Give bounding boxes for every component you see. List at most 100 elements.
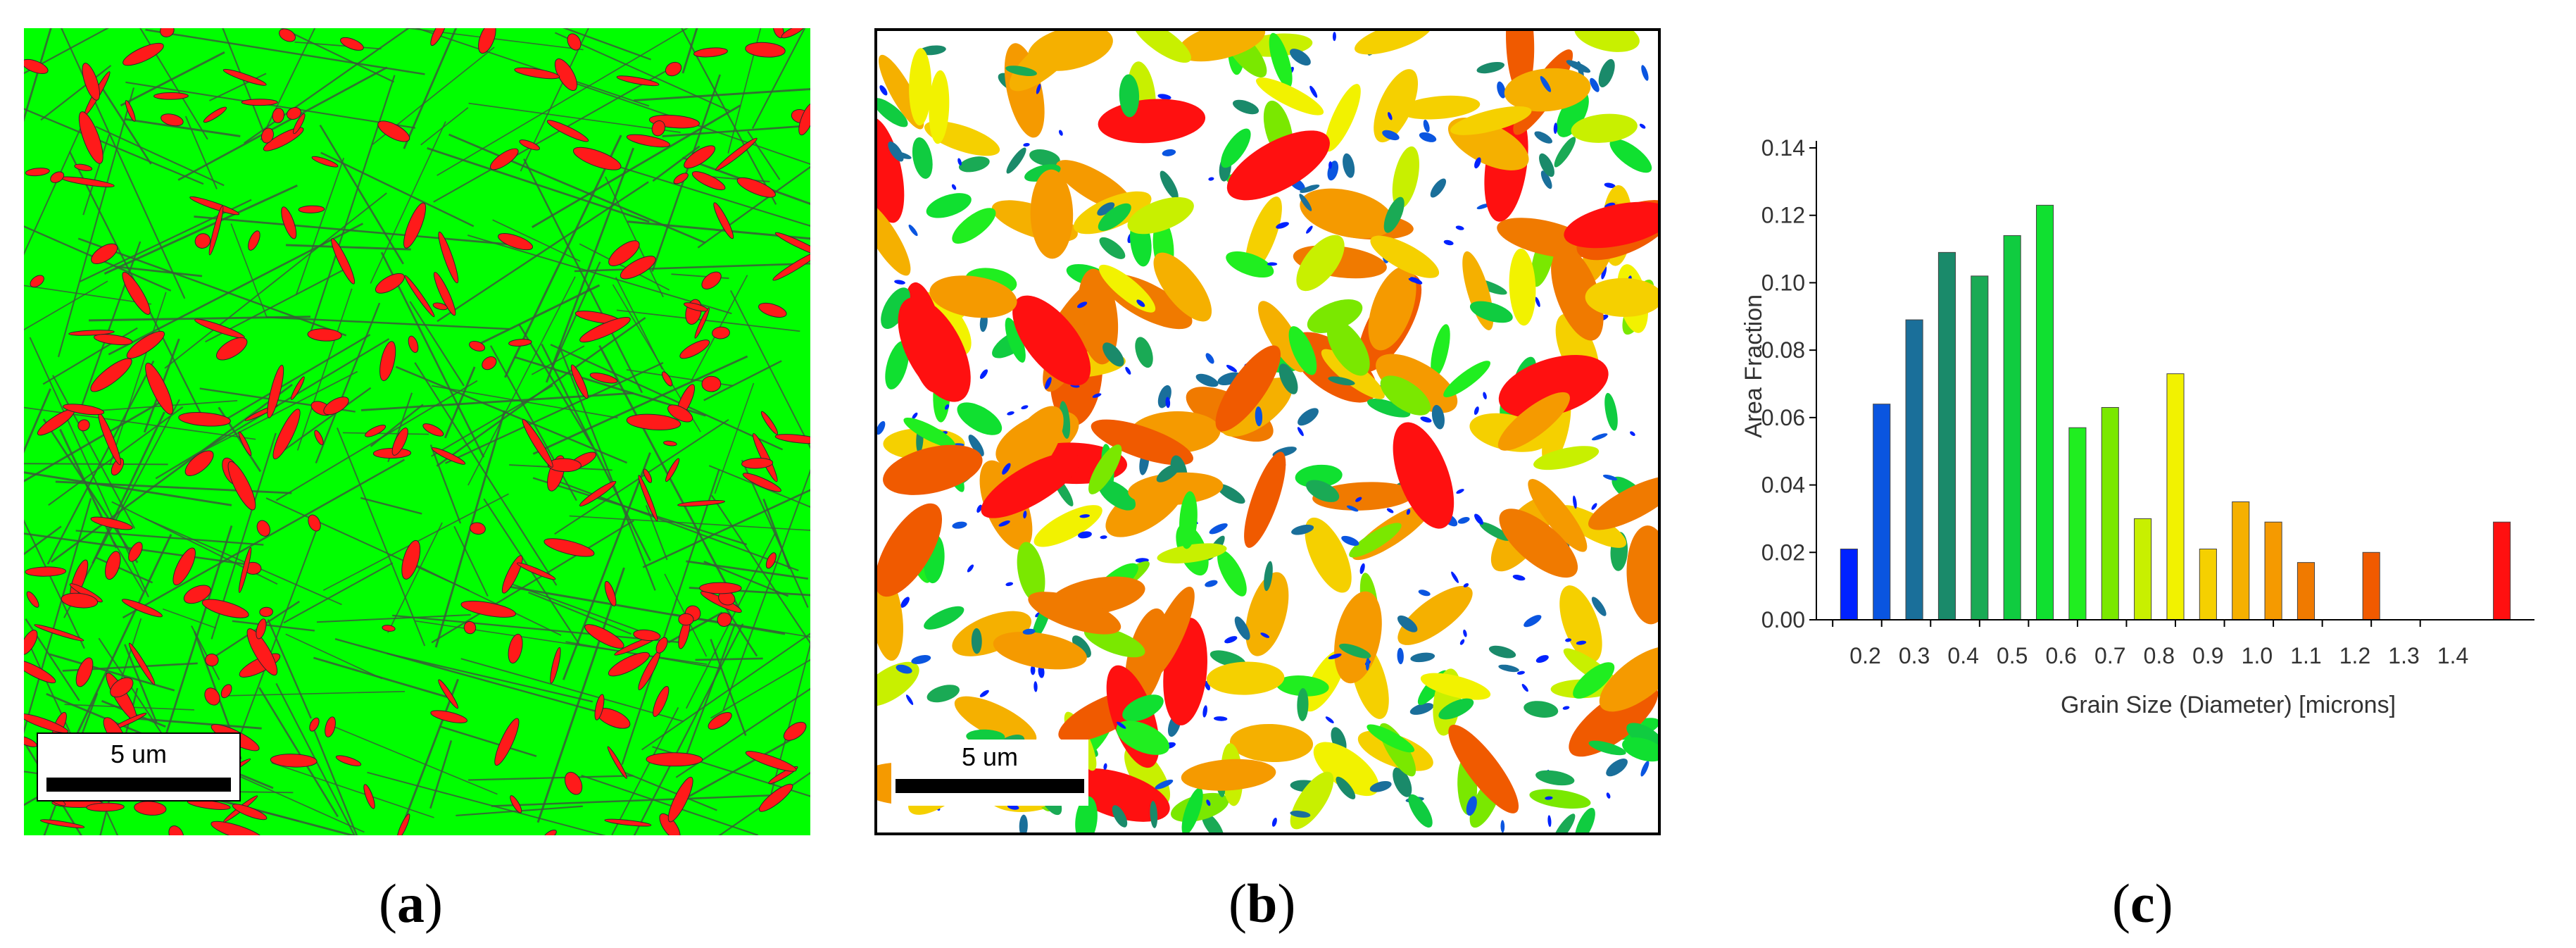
second-phase-island xyxy=(34,624,84,642)
second-phase-island xyxy=(298,205,325,213)
second-phase-island xyxy=(267,364,284,418)
grain xyxy=(1325,716,1334,723)
second-phase-island xyxy=(308,514,321,532)
grain xyxy=(1602,474,1618,481)
grain xyxy=(1457,517,1470,524)
grain xyxy=(1005,66,1037,77)
x-tick-label: 0.3 xyxy=(1899,643,1930,668)
second-phase-island xyxy=(125,100,136,122)
grain xyxy=(1336,776,1356,799)
grain xyxy=(1267,262,1278,266)
lath-boundary xyxy=(686,560,809,580)
grain xyxy=(1547,815,1552,828)
grain xyxy=(957,158,962,166)
second-phase-island xyxy=(478,28,496,54)
second-phase-island xyxy=(194,233,211,249)
grain xyxy=(954,696,1037,745)
scale-bar-line-b xyxy=(896,779,1084,793)
lath-boundary xyxy=(271,762,434,818)
second-phase-island xyxy=(307,328,342,342)
second-phase-island xyxy=(547,458,582,473)
grain xyxy=(929,70,950,144)
second-phase-island xyxy=(375,273,405,294)
grain xyxy=(1499,509,1578,578)
grain xyxy=(1498,664,1519,673)
grain xyxy=(877,503,943,597)
histogram-bar xyxy=(2166,373,2185,620)
grain xyxy=(1300,185,1320,193)
second-phase-island xyxy=(377,120,410,142)
grain xyxy=(1098,99,1206,144)
second-phase-island xyxy=(678,613,694,626)
grain xyxy=(1201,812,1224,832)
grain xyxy=(952,208,996,244)
grain xyxy=(1217,483,1245,504)
second-phase-island xyxy=(781,28,805,39)
grain xyxy=(1430,178,1447,198)
grain xyxy=(1397,585,1473,645)
grain xyxy=(1255,406,1263,427)
second-phase-island xyxy=(463,620,477,635)
grain xyxy=(1456,489,1464,494)
grain xyxy=(877,572,903,661)
lath-boundary xyxy=(24,280,108,331)
second-phase-island xyxy=(594,694,605,721)
grain xyxy=(1393,422,1455,529)
grain xyxy=(1571,113,1638,143)
lath-boundary xyxy=(541,343,651,561)
lath-boundary xyxy=(387,522,443,633)
second-phase-island xyxy=(391,428,408,456)
second-phase-island xyxy=(633,629,661,642)
lath-boundary xyxy=(581,774,759,835)
second-phase-island xyxy=(489,148,519,170)
grain xyxy=(877,98,908,127)
grain xyxy=(1307,299,1363,333)
grain xyxy=(877,117,905,223)
second-phase-island xyxy=(408,335,419,353)
grain xyxy=(979,369,988,379)
lath-boundary xyxy=(768,642,810,802)
grain xyxy=(912,137,933,179)
grain xyxy=(1393,767,1412,797)
grain xyxy=(1179,491,1198,549)
second-phase-island xyxy=(460,600,516,618)
lath-boundary xyxy=(730,290,810,449)
lath-boundary xyxy=(436,28,689,176)
lath-boundary xyxy=(558,345,656,591)
lath-boundary xyxy=(710,494,810,644)
second-phase-island xyxy=(626,413,681,431)
grain xyxy=(1367,399,1411,418)
grain xyxy=(1365,657,1370,671)
grain xyxy=(1075,796,1098,832)
lath-boundary xyxy=(741,459,809,609)
grain xyxy=(1349,523,1402,558)
grain xyxy=(1156,463,1180,482)
grain xyxy=(1245,572,1289,656)
grain xyxy=(1327,161,1339,181)
second-phase-island xyxy=(693,47,728,58)
grain xyxy=(1036,84,1041,94)
grain xyxy=(929,275,1017,318)
x-tick-label: 0.8 xyxy=(2144,643,2175,668)
grain xyxy=(1224,636,1238,644)
second-phase-island xyxy=(708,712,732,730)
grain xyxy=(1295,464,1343,488)
second-phase-island xyxy=(78,111,103,164)
grain xyxy=(1540,75,1552,92)
second-phase-island xyxy=(205,653,219,667)
lath-boundary xyxy=(686,623,736,755)
lath-boundary xyxy=(342,432,429,435)
grain xyxy=(1575,808,1595,832)
histogram-bar xyxy=(2068,427,2087,620)
lath-boundary xyxy=(24,525,62,556)
grain xyxy=(1021,405,1029,410)
grain-size-map-image: 5 um xyxy=(874,28,1661,835)
grain xyxy=(1556,91,1589,137)
grain xyxy=(1366,724,1415,753)
grain xyxy=(951,184,957,190)
grain xyxy=(1521,684,1528,692)
lath-boundary xyxy=(296,288,353,451)
lath-boundary xyxy=(295,157,345,295)
lath-boundary xyxy=(652,145,700,182)
second-phase-island xyxy=(550,647,561,684)
